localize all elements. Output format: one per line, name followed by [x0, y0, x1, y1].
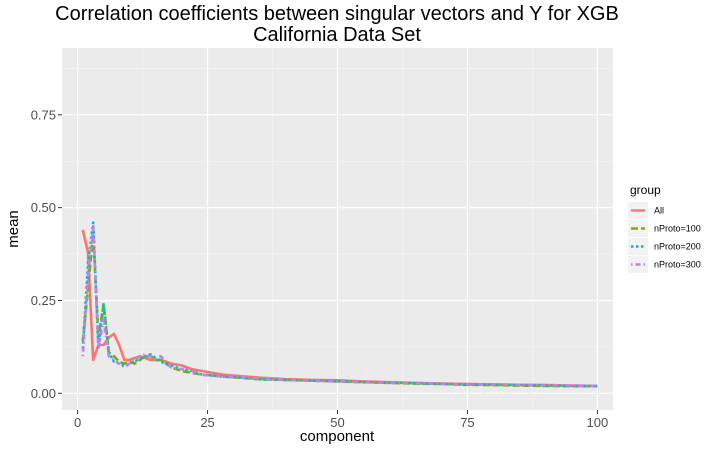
- legend: group All nProto=100 nProto=200 nProto=300: [628, 183, 701, 273]
- series-lines: [81, 221, 598, 388]
- y-tick-label: 0.00: [31, 386, 56, 401]
- chart-title: Correlation coefficients between singula…: [55, 3, 619, 25]
- series-line-1: [81, 232, 598, 388]
- x-tick-label: 0: [74, 415, 81, 430]
- x-tick-label: 75: [460, 415, 474, 430]
- legend-label-3: nProto=300: [654, 260, 701, 270]
- legend-label-1: nProto=100: [654, 224, 701, 234]
- x-tick-label: 50: [330, 415, 344, 430]
- y-tick-label: 0.50: [31, 200, 56, 215]
- legend-label-2: nProto=200: [654, 242, 701, 252]
- series-line-3: [81, 224, 598, 388]
- chart-subtitle: California Data Set: [253, 24, 421, 46]
- x-tick-label: 25: [200, 415, 214, 430]
- y-tick-label: 0.75: [31, 107, 56, 122]
- y-axis-title: mean: [5, 210, 22, 248]
- x-tick-label: 100: [587, 415, 609, 430]
- axes: 0 25 50 75 100 0.00 0.25 0.50 0.75: [31, 107, 609, 430]
- legend-label-0: All: [654, 206, 664, 216]
- grid-lines: [62, 48, 613, 410]
- y-tick-label: 0.25: [31, 293, 56, 308]
- x-axis-title: component: [300, 428, 375, 445]
- legend-title: group: [630, 183, 661, 197]
